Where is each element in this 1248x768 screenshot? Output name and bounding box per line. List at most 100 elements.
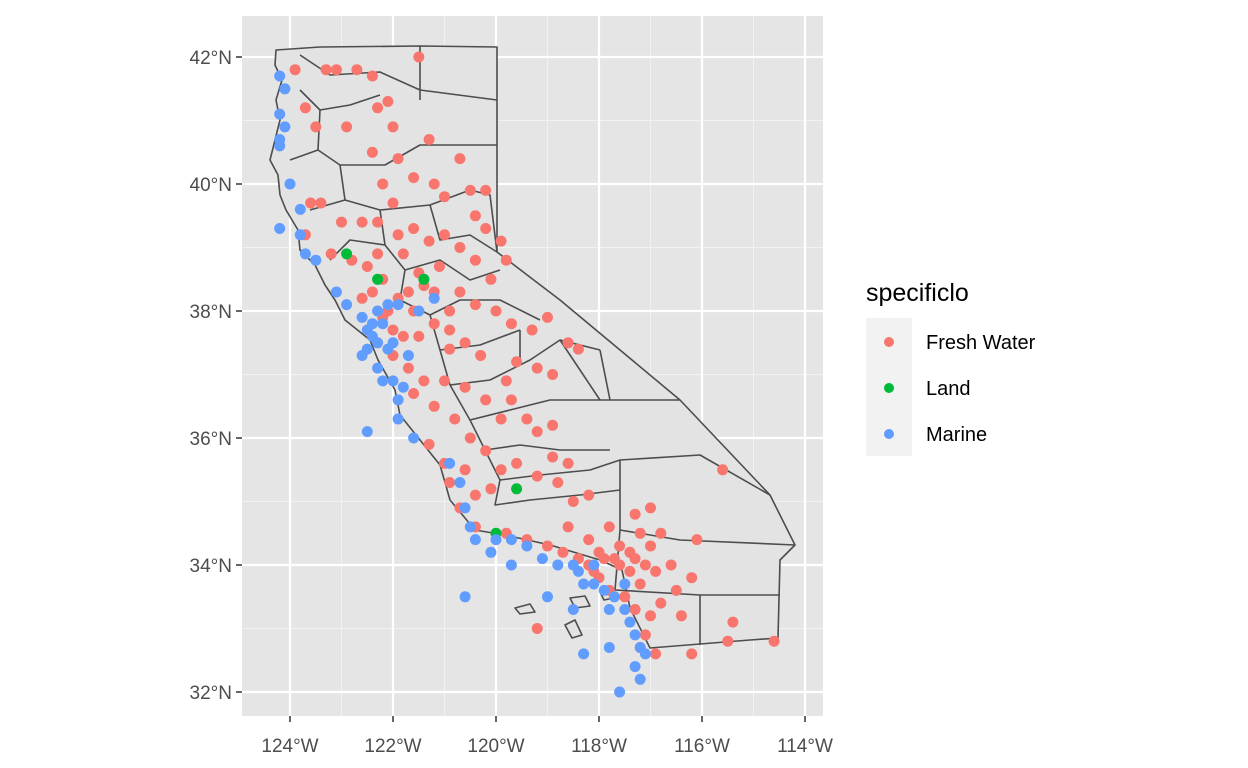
- point-marine: [603, 642, 615, 653]
- point-fresh-water: [299, 102, 311, 114]
- point-fresh-water: [459, 381, 471, 393]
- point-fresh-water: [387, 324, 399, 336]
- point-fresh-water: [310, 121, 322, 133]
- point-fresh-water: [650, 565, 662, 577]
- point-fresh-water: [521, 413, 533, 425]
- point-fresh-water: [408, 388, 420, 399]
- point-fresh-water: [567, 496, 579, 507]
- point-fresh-water: [670, 584, 682, 596]
- point-fresh-water: [361, 261, 373, 272]
- point-fresh-water: [428, 318, 440, 330]
- point-fresh-water: [629, 604, 641, 615]
- point-fresh-water: [619, 591, 631, 603]
- point-fresh-water: [449, 413, 461, 425]
- legend-key-fresh-water: [884, 337, 894, 347]
- point-marine: [361, 426, 373, 438]
- point-fresh-water: [356, 216, 368, 228]
- point-fresh-water: [634, 578, 646, 590]
- point-fresh-water: [624, 546, 636, 558]
- point-fresh-water: [639, 559, 651, 571]
- point-fresh-water: [366, 146, 378, 158]
- point-fresh-water: [423, 438, 435, 450]
- point-fresh-water: [469, 489, 481, 501]
- point-fresh-water: [408, 172, 420, 184]
- point-marine: [454, 477, 466, 488]
- point-fresh-water: [572, 343, 584, 355]
- point-fresh-water: [495, 235, 507, 247]
- point-fresh-water: [397, 248, 409, 260]
- point-fresh-water: [444, 305, 456, 317]
- point-marine: [634, 673, 646, 685]
- point-fresh-water: [634, 527, 646, 539]
- point-fresh-water: [686, 572, 698, 584]
- point-marine: [330, 286, 342, 298]
- point-fresh-water: [315, 197, 327, 209]
- point-fresh-water: [542, 311, 553, 323]
- point-fresh-water: [531, 470, 543, 482]
- point-fresh-water: [485, 483, 497, 495]
- point-marine: [356, 311, 368, 323]
- point-fresh-water: [392, 229, 404, 241]
- point-fresh-water: [717, 464, 729, 476]
- point-marine: [542, 591, 553, 603]
- point-fresh-water: [645, 540, 656, 552]
- point-fresh-water: [454, 286, 466, 298]
- y-tick-label: 36°N: [190, 429, 232, 450]
- point-fresh-water: [387, 121, 399, 133]
- point-fresh-water: [423, 235, 435, 247]
- legend-label-marine: Marine: [926, 424, 987, 446]
- point-fresh-water: [490, 305, 502, 317]
- point-marine: [598, 584, 610, 596]
- y-tick-label: 38°N: [190, 302, 232, 323]
- point-marine: [372, 305, 384, 317]
- point-fresh-water: [289, 64, 301, 76]
- point-marine: [572, 565, 584, 577]
- point-fresh-water: [557, 546, 569, 558]
- point-fresh-water: [351, 64, 363, 76]
- point-fresh-water: [655, 597, 667, 609]
- point-fresh-water: [336, 216, 347, 228]
- point-marine: [578, 578, 590, 590]
- point-fresh-water: [583, 489, 595, 501]
- point-marine: [392, 394, 404, 406]
- point-fresh-water: [686, 648, 698, 660]
- point-marine: [619, 578, 631, 590]
- y-tick-label: 42°N: [190, 48, 232, 69]
- point-marine: [428, 292, 440, 304]
- point-marine: [372, 337, 384, 349]
- point-fresh-water: [629, 508, 641, 520]
- point-fresh-water: [439, 191, 450, 203]
- point-fresh-water: [459, 337, 471, 349]
- point-fresh-water: [485, 273, 497, 285]
- point-fresh-water: [413, 330, 425, 342]
- y-tick-label: 34°N: [190, 556, 232, 577]
- point-fresh-water: [547, 419, 559, 431]
- point-marine: [619, 604, 631, 615]
- point-fresh-water: [511, 356, 523, 368]
- point-marine: [279, 121, 291, 133]
- point-fresh-water: [459, 464, 471, 476]
- point-fresh-water: [480, 223, 492, 234]
- point-fresh-water: [433, 261, 445, 272]
- point-marine: [505, 534, 517, 546]
- point-marine: [490, 534, 502, 546]
- point-fresh-water: [547, 369, 559, 380]
- point-fresh-water: [500, 254, 512, 266]
- point-fresh-water: [583, 534, 595, 546]
- legend-title: specificlo: [866, 279, 969, 307]
- point-marine: [408, 432, 420, 444]
- point-fresh-water: [469, 299, 481, 311]
- point-marine: [629, 661, 641, 673]
- point-fresh-water: [366, 286, 378, 298]
- point-marine: [567, 604, 579, 615]
- point-fresh-water: [428, 400, 440, 412]
- point-fresh-water: [495, 464, 507, 476]
- point-land: [511, 483, 523, 495]
- point-marine: [294, 203, 306, 215]
- point-marine: [299, 248, 311, 260]
- point-fresh-water: [547, 451, 559, 463]
- point-marine: [387, 375, 399, 387]
- point-marine: [444, 457, 456, 469]
- point-fresh-water: [439, 375, 450, 387]
- point-fresh-water: [356, 292, 368, 304]
